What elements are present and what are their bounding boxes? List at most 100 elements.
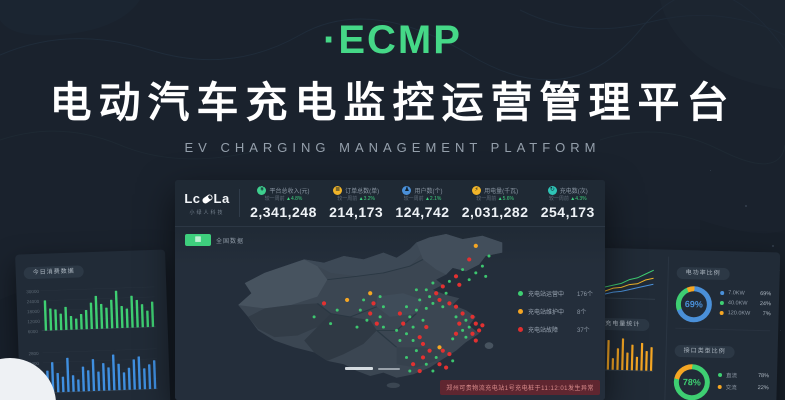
kpi-value: 2,031,282 — [461, 204, 529, 220]
kpi-stat: ♟ 用户数(个) 较一周前 ▲2.1% 124,742 — [395, 186, 449, 220]
legend-dot — [517, 291, 523, 296]
donut-legend: 7.0KW 69% 40.0KW 24% 120.0KW 7% — [719, 290, 771, 321]
donut-panel-title: 接口类型比例 — [674, 344, 735, 359]
kpi-delta: 较一周前 ▲4.3% — [548, 196, 587, 202]
dashboard-header: Lc La 小绿人科技 ¥ 平台总收入(元) 较一周前 ▲4.8% 2,341,248… — [175, 180, 605, 227]
legend-value: 8个 — [576, 310, 587, 316]
user-icon: ♟ — [402, 186, 412, 195]
donut-legend-dot — [720, 290, 725, 296]
nation-data-button[interactable]: ▦ — [185, 234, 211, 246]
fault-alert-toast[interactable]: 郑州可贵物流充电站1号充电桩于11:12:01发生异常 — [440, 380, 600, 395]
donut-legend-dot — [717, 372, 723, 378]
nation-filter-row: ▦ 全国数据 — [185, 234, 244, 246]
page-title: 电动汽车充电监控运营管理平台 — [49, 79, 736, 126]
svg-text:2800: 2800 — [28, 351, 39, 356]
capsule-icon — [200, 192, 214, 205]
kpi-stat: ↻ 充电数(次) 较一周前 ▲4.3% 254,173 — [541, 186, 595, 220]
donut-legend-label: 7.0KW — [728, 290, 745, 297]
kpi-stat: ⚡ 用电量(千瓦) 较一周前 ▲5.6% 2,031,282 — [462, 186, 529, 220]
speck — [710, 170, 711, 171]
speck — [772, 245, 774, 247]
nation-data-label: 全国数据 — [216, 238, 245, 245]
legend-label: 充电站维护中 — [527, 310, 564, 316]
svg-text:30000: 30000 — [26, 289, 39, 294]
donut-legend-value: 24% — [759, 301, 771, 308]
kpi-value: 254,173 — [540, 204, 595, 220]
header-divider — [239, 189, 240, 217]
legend-row: 充电站故障 37个 — [517, 325, 593, 334]
logo-word-left: Lc — [184, 191, 201, 206]
svg-text:24000: 24000 — [27, 299, 40, 304]
donut-legend-label: 直流 — [725, 373, 738, 380]
map-highlight-bar — [378, 368, 400, 370]
china-map-area: ▦ 全国数据 充电站运营中 176个充电站维护中 8个充电站故障 37个 郑州可贵物流… — [175, 227, 605, 400]
left-dashboard-card: 今日消费数据 30000 24000 18000 12000 6000 2800 2400… — [15, 249, 171, 400]
donut-legend-row: 40.0KW 24% — [719, 300, 771, 308]
legend-dot — [517, 309, 523, 314]
right-card-donut-panels: 电功率比例 69% 7.0KW 69% 40.0KW 24% 120.0KW 7% 接口类型比例… — [663, 256, 773, 400]
donut-chart: 78% — [673, 363, 711, 400]
battery-icon: ⚡ — [472, 186, 482, 195]
donut-panel: 电功率比例 69% 7.0KW 69% 40.0KW 24% 120.0KW 7% — [675, 256, 773, 332]
donut-percent: 78% — [682, 377, 701, 388]
consumption-bar-chart-green: 30000 24000 18000 12000 6000 — [26, 286, 156, 334]
kpi-delta: 较一周前 ▲5.6% — [476, 196, 514, 202]
kpi-delta: 较一周前 ▲2.1% — [403, 196, 442, 202]
speck — [745, 205, 747, 207]
svg-text:2400: 2400 — [29, 361, 40, 366]
ecmp-logo: ·ECMP — [323, 18, 462, 62]
donut-legend-row: 交流 22% — [717, 383, 769, 392]
kpi-label: 平台总收入(元) — [269, 189, 310, 195]
donut-legend-value: 7% — [762, 311, 771, 318]
donut-legend-row: 120.0KW 7% — [719, 310, 771, 318]
kpi-label: 订单总数(单) — [345, 189, 380, 195]
donut-legend-label: 40.0KW — [727, 300, 748, 307]
hero-header: ·ECMP 电动汽车充电监控运营管理平台 EV CHARGING MANAGEM… — [0, 0, 785, 155]
donut-panel: 接口类型比例 78% 直流 78% 交流 22% — [673, 334, 771, 400]
donut-legend-value: 22% — [757, 384, 769, 392]
donut-legend-label: 120.0KW — [727, 310, 751, 317]
kpi-delta: 较一周前 ▲3.2% — [337, 196, 376, 202]
kpi-value: 2,341,248 — [250, 204, 317, 220]
donut-chart: 69% — [675, 285, 713, 323]
station-status-legend: 充电站运营中 176个充电站维护中 8个充电站故障 37个 — [517, 289, 593, 343]
kpi-stats-row: ¥ 平台总收入(元) 较一周前 ▲4.8% 2,341,248 ≣ 订单总数(单) 较一周前… — [240, 186, 605, 220]
order-icon: ≣ — [333, 186, 343, 195]
speck — [780, 330, 781, 331]
donut-legend-dot — [719, 310, 724, 316]
donut-legend-label: 交流 — [725, 385, 737, 392]
kpi-value: 214,173 — [329, 204, 384, 220]
donut-panel-title: 电功率比例 — [676, 266, 730, 281]
svg-text:12000: 12000 — [27, 319, 40, 324]
donut-legend-value: 69% — [760, 291, 772, 298]
legend-row: 充电站维护中 8个 — [517, 307, 593, 316]
legend-label: 充电站运营中 — [527, 292, 564, 298]
legend-value: 176个 — [576, 292, 593, 298]
svg-text:18000: 18000 — [27, 309, 40, 314]
legend-label: 充电站故障 — [527, 328, 558, 334]
kpi-delta: 较一周前 ▲4.8% — [264, 196, 303, 202]
kpi-label: 充电数(次) — [559, 189, 588, 195]
logo-subtext: 小绿人科技 — [189, 210, 225, 216]
svg-text:6000: 6000 — [28, 329, 39, 334]
yuan-icon: ¥ — [257, 186, 267, 195]
donut-legend: 直流 78% 交流 22% — [717, 371, 770, 396]
donut-legend-row: 7.0KW 69% — [720, 290, 771, 297]
page-subtitle: EV CHARGING MANAGEMENT PLATFORM — [184, 140, 601, 155]
power-trend-line-chart — [597, 269, 656, 300]
kpi-stat: ¥ 平台总收入(元) 较一周前 ▲4.8% 2,341,248 — [250, 186, 317, 220]
logo-word-right: La — [213, 191, 230, 206]
donut-legend-value: 78% — [757, 372, 770, 380]
donut-percent: 69% — [684, 299, 704, 310]
charge-icon: ↻ — [547, 186, 557, 195]
main-dashboard-card: Lc La 小绿人科技 ¥ 平台总收入(元) 较一周前 ▲4.8% 2,341,248… — [175, 180, 605, 400]
donut-legend-row: 直流 78% — [717, 371, 770, 380]
china-map — [238, 234, 503, 389]
donut-legend-dot — [719, 300, 724, 306]
kpi-stat: ≣ 订单总数(单) 较一周前 ▲3.2% 214,173 — [329, 186, 383, 220]
right-dashboard-card: 充电量统计 电功率比例 69% 7.0KW 69% 40.0KW 24% 120.0KW 7%… — [585, 247, 781, 400]
kpi-value: 124,742 — [395, 204, 450, 220]
map-highlight-bar — [345, 367, 373, 370]
icola-logo: Lc La 小绿人科技 — [175, 190, 239, 216]
